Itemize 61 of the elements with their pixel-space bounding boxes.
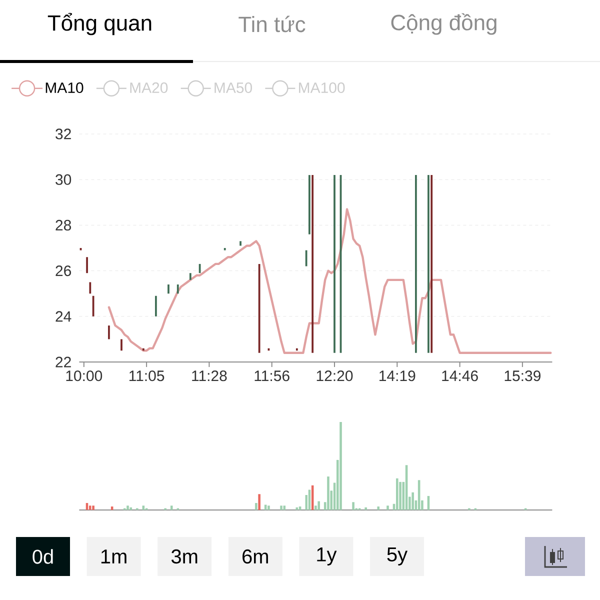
candlestick [258, 264, 260, 353]
text: 1y [317, 548, 337, 566]
y-tick-label: 28 [56, 220, 72, 230]
candlestick [240, 241, 242, 246]
candlestick [428, 175, 430, 353]
candlestick [176, 284, 179, 294]
bar [283, 506, 286, 510]
bar [340, 422, 342, 510]
x-tick-label: 12:20 [316, 370, 353, 382]
bar [268, 506, 270, 510]
bar [130, 507, 132, 510]
y-tick-label: 22 [56, 356, 71, 368]
candlestick [334, 175, 336, 353]
bar [327, 476, 330, 510]
bar [377, 506, 380, 510]
bar [280, 506, 282, 510]
bar [352, 502, 354, 510]
x-tick-label: 15:39 [504, 370, 540, 382]
text: 5y [387, 548, 408, 566]
bar [92, 506, 94, 510]
x-tick-label: 14:19 [380, 370, 416, 382]
candlestick [415, 175, 417, 353]
y-tick-label: 32 [56, 128, 71, 140]
x-tick-label: 11:28 [192, 370, 227, 382]
candlestick [312, 175, 314, 353]
bar [89, 506, 92, 510]
text: 1m [101, 550, 126, 564]
candlestick [224, 248, 226, 250]
candlestick [430, 175, 433, 353]
bar [255, 502, 258, 510]
bar [264, 504, 267, 510]
text: 6m [242, 549, 268, 564]
bar [386, 506, 389, 510]
candlestick [308, 175, 310, 234]
candlestick [86, 257, 88, 274]
candlestick [296, 348, 298, 351]
text: 3m [171, 549, 198, 564]
bar [318, 501, 320, 510]
candlestick [155, 296, 157, 316]
x-tick-label: 11:56 [254, 370, 290, 382]
x-tick-label: 14:46 [442, 370, 478, 382]
legend-label: MA10 [46, 82, 84, 94]
text: Tổng quan [48, 12, 152, 36]
candlestick [142, 348, 144, 351]
bar [126, 506, 129, 510]
candlestick [120, 339, 122, 351]
candlestick [89, 282, 92, 294]
text: Tin tức [238, 16, 306, 32]
x-tick-label: 11:05 [129, 370, 164, 382]
bar [364, 507, 367, 510]
y-tick-label: 30 [56, 174, 72, 185]
candlestick [189, 273, 192, 280]
bar [258, 494, 260, 510]
candlestick [108, 326, 110, 340]
y-tick-label: 24 [56, 311, 72, 322]
text: Cộng đồng [391, 13, 496, 35]
y-tick-label: 26 [56, 265, 72, 276]
bar [170, 506, 173, 510]
text: 0d [32, 549, 53, 564]
x-tick-label: 10:00 [66, 370, 102, 382]
candlestick [168, 284, 170, 294]
